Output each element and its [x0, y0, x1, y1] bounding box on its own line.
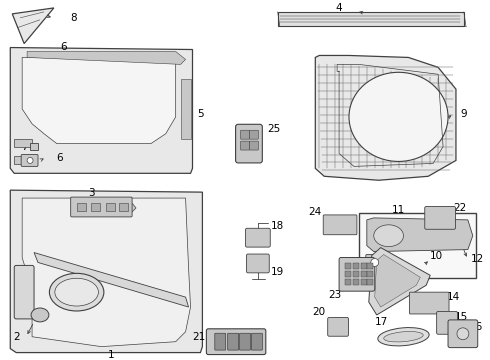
FancyBboxPatch shape	[215, 333, 226, 350]
Bar	[14, 139, 32, 147]
Text: 7: 7	[21, 141, 27, 152]
Bar	[367, 271, 373, 277]
Bar	[359, 213, 476, 278]
FancyBboxPatch shape	[323, 215, 357, 235]
FancyBboxPatch shape	[236, 124, 262, 163]
Text: 1: 1	[108, 350, 115, 360]
Text: 13: 13	[350, 258, 364, 269]
Circle shape	[371, 258, 379, 266]
Text: 6: 6	[60, 42, 67, 52]
Bar	[92, 203, 100, 211]
Text: 8: 8	[71, 13, 77, 23]
Bar	[353, 279, 359, 285]
Text: 3: 3	[88, 188, 95, 198]
Bar	[353, 264, 359, 269]
Text: 20: 20	[313, 307, 326, 317]
Bar	[345, 264, 351, 269]
Text: 25: 25	[267, 124, 280, 134]
Text: 24: 24	[309, 207, 322, 217]
Ellipse shape	[55, 278, 98, 306]
FancyBboxPatch shape	[241, 141, 249, 150]
Ellipse shape	[457, 328, 469, 340]
Polygon shape	[10, 48, 193, 173]
Text: 14: 14	[446, 292, 460, 302]
Bar	[361, 264, 367, 269]
Ellipse shape	[31, 308, 49, 322]
FancyBboxPatch shape	[245, 228, 270, 247]
FancyBboxPatch shape	[249, 141, 258, 150]
FancyBboxPatch shape	[14, 265, 34, 319]
Bar	[345, 271, 351, 277]
FancyBboxPatch shape	[328, 318, 348, 336]
FancyBboxPatch shape	[410, 292, 449, 314]
Bar	[367, 279, 373, 285]
FancyBboxPatch shape	[339, 257, 375, 291]
Text: 21: 21	[192, 332, 205, 342]
Circle shape	[27, 157, 33, 163]
Text: 15: 15	[455, 312, 468, 322]
FancyBboxPatch shape	[246, 254, 270, 273]
Bar	[278, 12, 464, 26]
Bar	[76, 203, 86, 211]
Bar	[345, 279, 351, 285]
Polygon shape	[72, 202, 136, 213]
Text: 19: 19	[271, 267, 284, 277]
FancyBboxPatch shape	[448, 320, 478, 348]
Text: 6: 6	[56, 153, 63, 163]
Text: 10: 10	[430, 251, 442, 261]
Polygon shape	[316, 55, 456, 180]
FancyBboxPatch shape	[241, 130, 249, 139]
FancyBboxPatch shape	[366, 255, 388, 270]
FancyBboxPatch shape	[228, 333, 239, 350]
Text: 18: 18	[271, 221, 284, 231]
Ellipse shape	[49, 273, 104, 311]
Bar	[14, 157, 32, 165]
FancyBboxPatch shape	[240, 333, 250, 350]
Bar	[30, 143, 38, 149]
Text: 2: 2	[13, 332, 20, 342]
Ellipse shape	[374, 225, 403, 247]
Polygon shape	[12, 8, 54, 44]
Bar	[367, 264, 373, 269]
Text: 9: 9	[461, 109, 467, 119]
Bar	[361, 279, 367, 285]
FancyBboxPatch shape	[21, 154, 38, 166]
Polygon shape	[22, 58, 176, 144]
Bar	[353, 271, 359, 277]
Text: 22: 22	[453, 203, 466, 213]
FancyBboxPatch shape	[251, 333, 262, 350]
FancyBboxPatch shape	[71, 197, 132, 217]
Text: 5: 5	[197, 109, 204, 119]
Polygon shape	[375, 255, 420, 307]
Text: 16: 16	[470, 322, 483, 332]
Text: 17: 17	[375, 317, 388, 327]
FancyBboxPatch shape	[425, 207, 456, 229]
Bar	[119, 203, 128, 211]
Text: 12: 12	[471, 255, 485, 265]
Polygon shape	[27, 51, 186, 64]
Polygon shape	[34, 253, 189, 307]
Ellipse shape	[384, 332, 423, 342]
FancyBboxPatch shape	[249, 130, 258, 139]
Bar	[361, 271, 367, 277]
Polygon shape	[181, 79, 191, 139]
Text: 4: 4	[336, 3, 343, 13]
Bar	[106, 203, 115, 211]
Polygon shape	[10, 190, 202, 352]
Ellipse shape	[349, 72, 448, 161]
FancyBboxPatch shape	[437, 311, 458, 334]
Text: 23: 23	[328, 290, 342, 300]
FancyBboxPatch shape	[206, 329, 266, 355]
Polygon shape	[367, 218, 473, 252]
Polygon shape	[22, 198, 191, 347]
Ellipse shape	[378, 328, 429, 346]
Text: 11: 11	[392, 205, 405, 215]
Polygon shape	[369, 248, 430, 315]
